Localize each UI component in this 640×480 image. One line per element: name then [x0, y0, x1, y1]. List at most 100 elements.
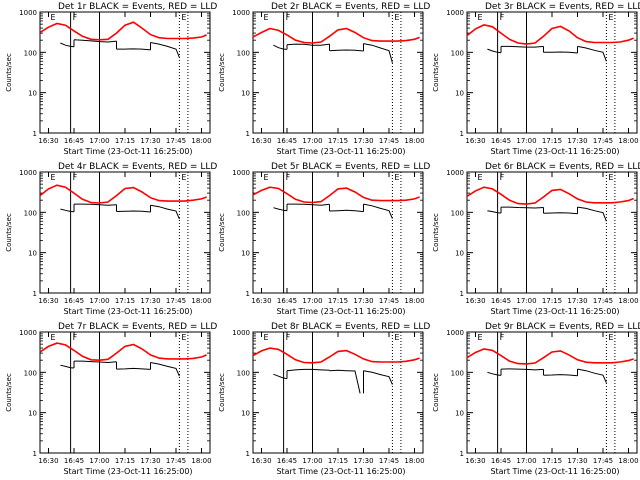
lld-series-line	[252, 347, 420, 364]
y-tick-label: 10	[241, 90, 250, 98]
x-tick-label: 18:00	[404, 137, 424, 145]
x-tick-label: 17:15	[328, 457, 348, 465]
chart-title: Det 2r BLACK = Events, RED = LLD	[271, 2, 430, 12]
y-tick-label: 1000	[19, 169, 37, 177]
x-tick-label: 17:45	[166, 297, 186, 305]
x-axis-label: Start Time (23-Oct-11 16:25:00)	[276, 307, 405, 316]
y-tick-label: 1	[33, 290, 37, 298]
events-series-line	[500, 368, 544, 371]
marker-label: E	[51, 333, 56, 342]
events-series-line	[287, 203, 330, 206]
events-series-line	[150, 42, 180, 58]
y-tick-label: 1	[460, 130, 464, 138]
x-axis-label: Start Time (23-Oct-11 16:25:00)	[276, 467, 405, 476]
x-tick-label: 17:15	[542, 137, 562, 145]
x-axis-label: Start Time (23-Oct-11 16:25:00)	[490, 147, 619, 156]
y-tick-label: 1000	[446, 9, 464, 17]
marker-label: E	[51, 13, 56, 22]
marker-label: F	[286, 13, 291, 22]
x-tick-label: 16:30	[251, 137, 271, 145]
marker-label: F	[500, 173, 505, 182]
x-axis-label: Start Time (23-Oct-11 16:25:00)	[63, 467, 192, 476]
y-axis-label: Counts/sec	[432, 213, 440, 252]
x-tick-label: 16:30	[465, 137, 485, 145]
x-tick-label: 17:45	[166, 137, 186, 145]
marker-label: F	[500, 13, 505, 22]
y-tick-label: 100	[451, 209, 464, 217]
events-series-line	[60, 364, 75, 369]
panel-det-4: Det 4r BLACK = Events, RED = LLD Counts/s…	[5, 162, 217, 316]
y-axis-label: Counts/sec	[218, 53, 226, 92]
x-tick-label: 17:30	[140, 137, 160, 145]
events-series-line	[577, 206, 607, 222]
x-tick-label: 17:30	[140, 297, 160, 305]
y-tick-label: 100	[237, 209, 250, 217]
y-tick-label: 100	[451, 49, 464, 57]
y-tick-label: 1000	[19, 9, 37, 17]
events-series-line	[74, 203, 117, 206]
marker-label: E	[394, 333, 399, 342]
y-tick-label: 100	[237, 49, 250, 57]
marker-label: E	[608, 173, 613, 182]
x-tick-label: 17:00	[302, 297, 322, 305]
events-series-line	[487, 48, 502, 54]
events-series-line	[273, 373, 288, 380]
lld-series-line	[39, 342, 207, 362]
plot-frame	[39, 331, 211, 454]
events-series-line	[363, 370, 393, 385]
x-tick-label: 17:30	[140, 457, 160, 465]
plot-frame	[39, 11, 211, 134]
y-tick-label: 100	[24, 209, 37, 217]
panel-det-5: Det 5r BLACK = Events, RED = LLD Counts/s…	[218, 162, 430, 316]
x-tick-label: 17:15	[115, 457, 135, 465]
chart-title: Det 3r BLACK = Events, RED = LLD	[485, 2, 640, 12]
x-tick-label: 18:00	[618, 137, 638, 145]
x-tick-label: 17:15	[542, 457, 562, 465]
x-tick-label: 18:00	[618, 297, 638, 305]
events-series-line	[543, 374, 578, 377]
x-tick-label: 18:00	[191, 137, 211, 145]
marker-label: E	[264, 333, 269, 342]
x-tick-label: 16:30	[465, 297, 485, 305]
y-tick-label: 1000	[446, 329, 464, 337]
marker-label: E	[394, 173, 399, 182]
events-series-line	[150, 362, 180, 377]
lld-series-line	[466, 24, 634, 45]
marker-label: F	[500, 333, 505, 342]
x-tick-label: 16:30	[465, 457, 485, 465]
y-tick-label: 1000	[232, 329, 250, 337]
y-tick-label: 10	[28, 410, 37, 418]
y-tick-label: 100	[24, 369, 37, 377]
events-series-line	[286, 368, 330, 372]
panel-det-2: Det 2r BLACK = Events, RED = LLD Counts/s…	[218, 2, 430, 156]
lld-series-line	[39, 184, 207, 204]
lld-series-line	[252, 27, 420, 44]
x-tick-label: 17:00	[516, 457, 536, 465]
x-tick-label: 18:00	[191, 297, 211, 305]
x-tick-label: 18:00	[618, 457, 638, 465]
x-tick-label: 17:45	[593, 137, 613, 145]
events-series-line	[487, 210, 502, 214]
y-tick-label: 1	[246, 130, 250, 138]
x-tick-label: 17:30	[353, 137, 373, 145]
marker-label: E	[51, 173, 56, 182]
events-series-line	[74, 360, 117, 364]
marker-label: E	[478, 173, 483, 182]
y-tick-label: 10	[455, 410, 464, 418]
y-axis-label: Counts/sec	[218, 373, 226, 412]
y-tick-label: 100	[451, 369, 464, 377]
marker-label: E	[608, 333, 613, 342]
marker-label: E	[478, 333, 483, 342]
x-tick-label: 18:00	[404, 297, 424, 305]
events-series-line	[329, 49, 364, 52]
y-axis-label: Counts/sec	[5, 373, 13, 412]
events-series-line	[487, 371, 502, 376]
events-series-line	[363, 43, 393, 63]
x-tick-label: 17:15	[328, 137, 348, 145]
x-tick-label: 17:45	[379, 457, 399, 465]
y-tick-label: 1	[33, 450, 37, 458]
x-tick-label: 17:15	[115, 297, 135, 305]
y-tick-label: 10	[241, 410, 250, 418]
chart-title: Det 4r BLACK = Events, RED = LLD	[58, 162, 217, 172]
